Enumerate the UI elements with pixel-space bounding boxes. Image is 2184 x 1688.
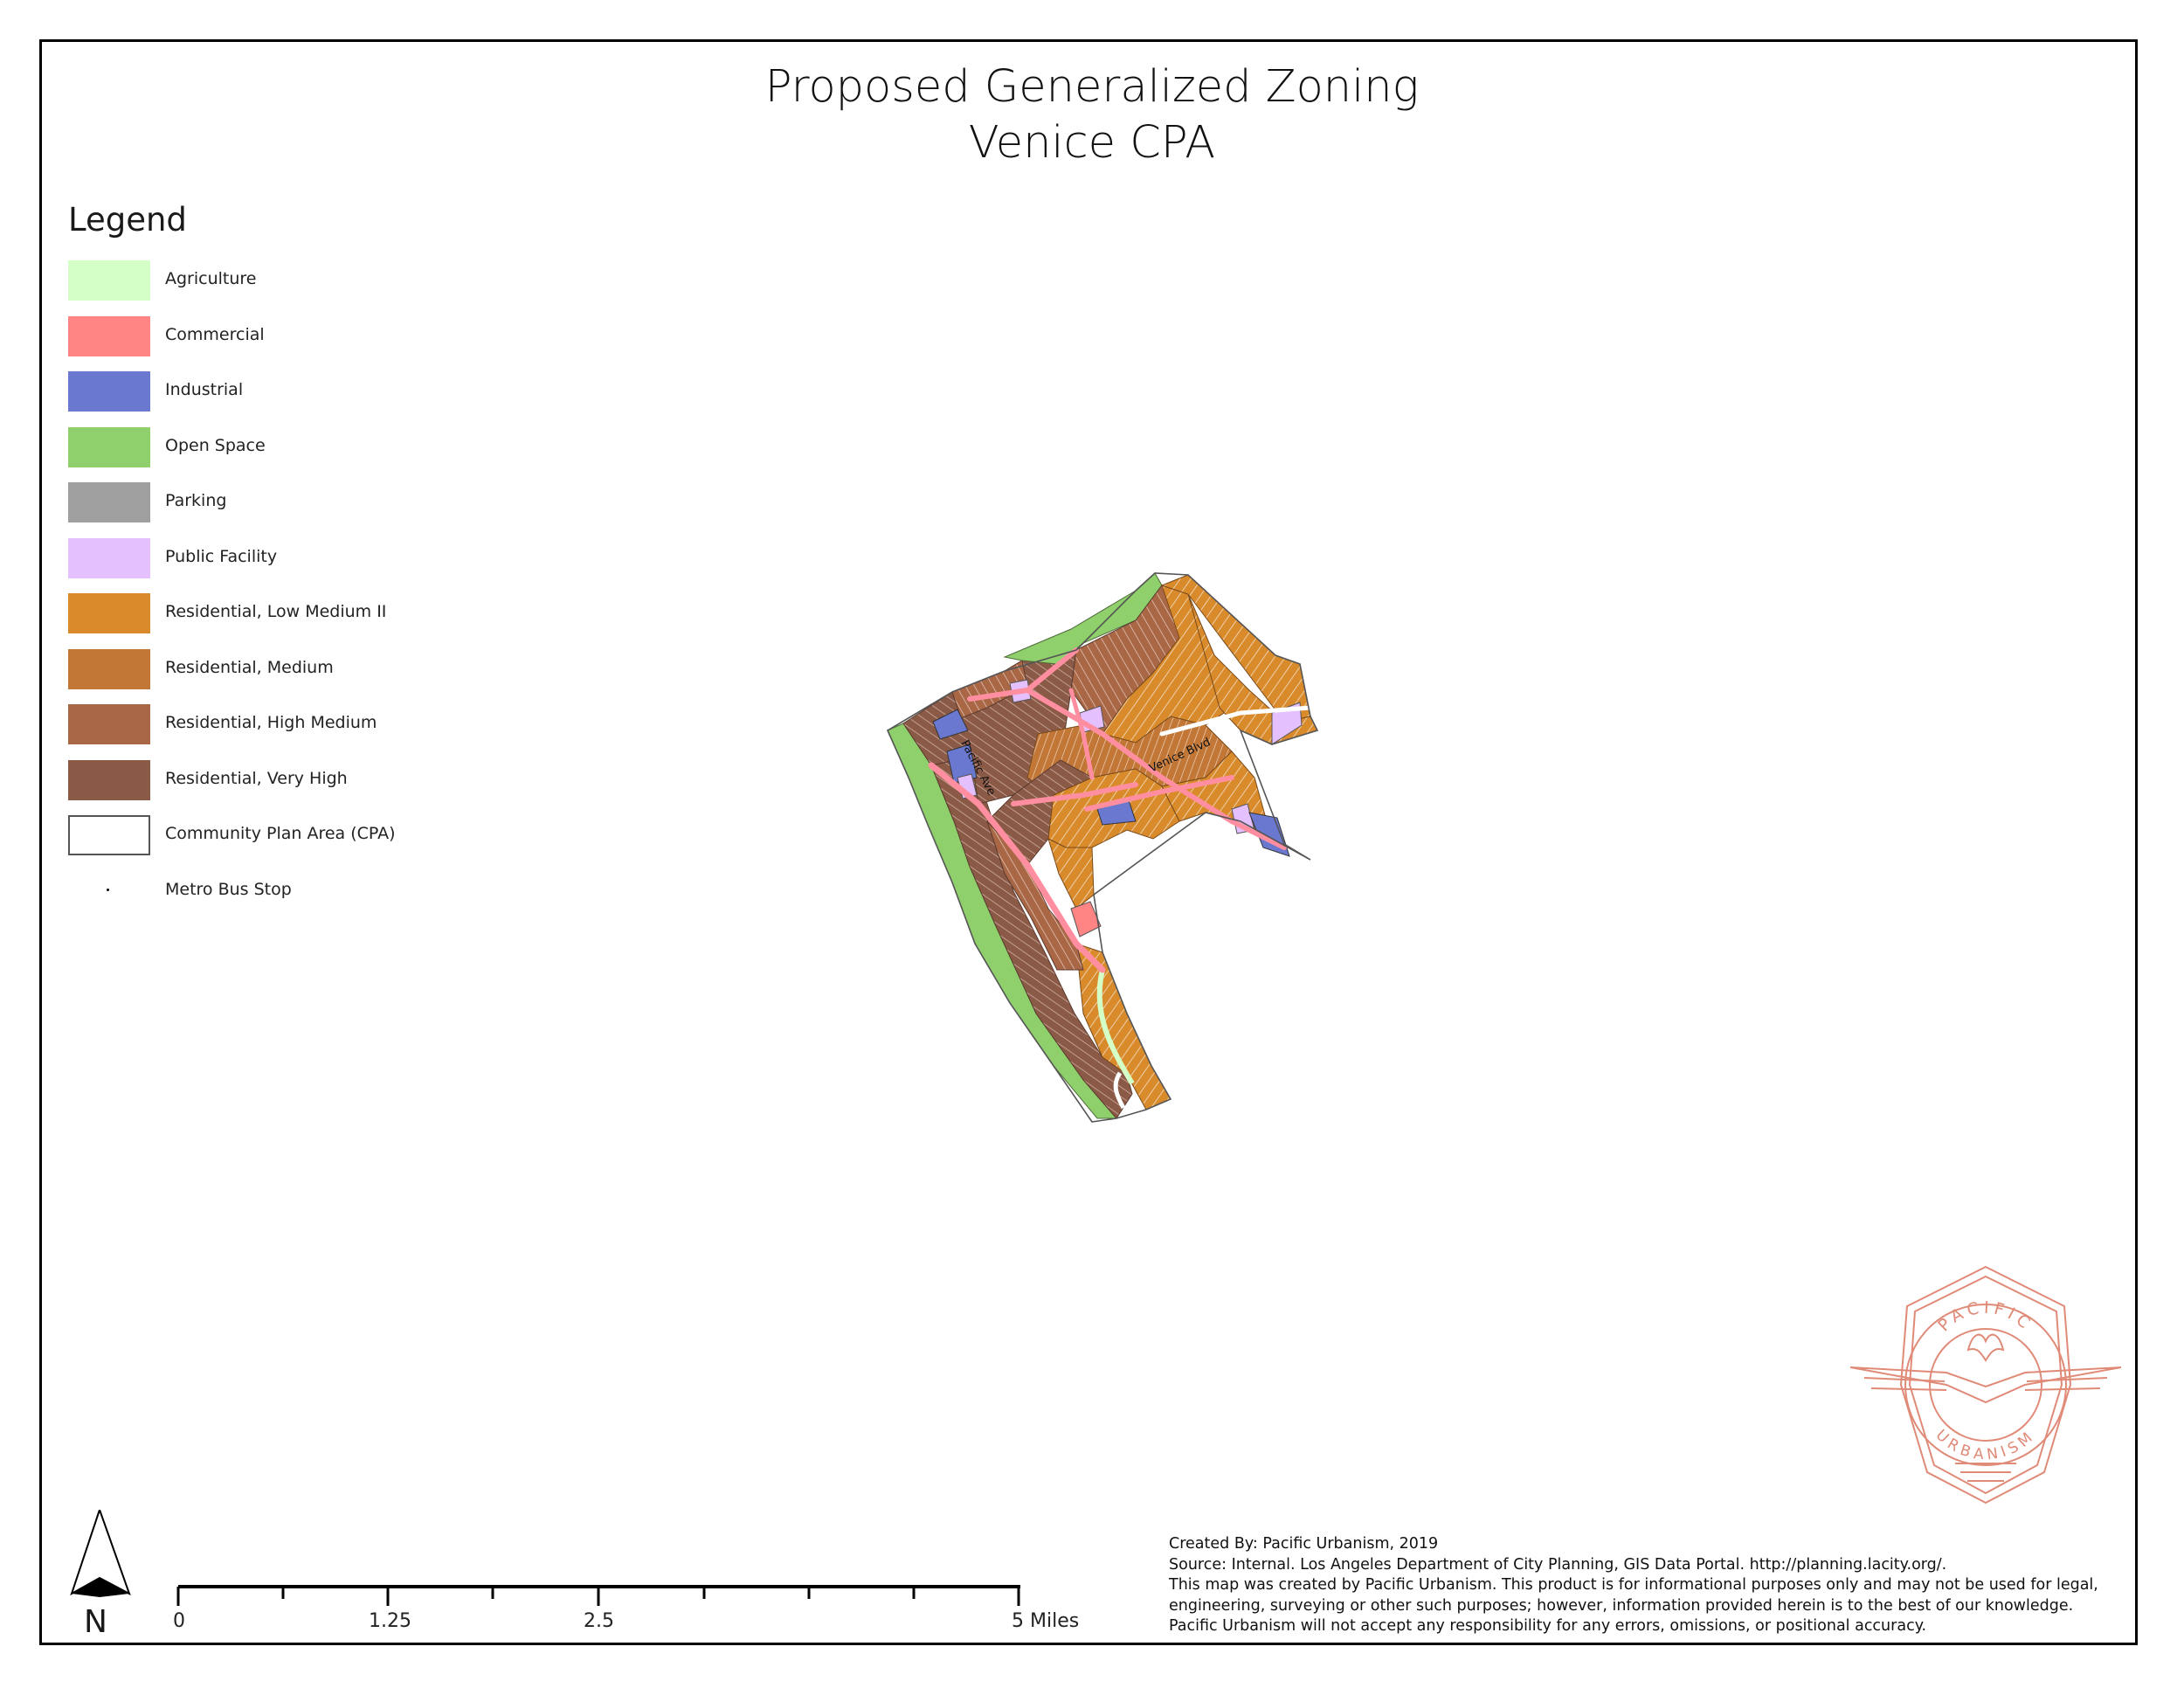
scale-bar [176, 1585, 1020, 1606]
legend-item: Public Facility [68, 537, 505, 578]
logo-top-text: PACIFIC [1934, 1298, 2032, 1336]
map-frame [39, 39, 2138, 1645]
legend-item: Metro Bus Stop [68, 871, 505, 911]
legend-item: Industrial [68, 371, 505, 412]
legend-swatch [68, 371, 150, 412]
credits-line: Created By: Pacific Urbanism, 2019 [1169, 1535, 1439, 1553]
legend-swatch [68, 815, 150, 855]
legend-item: Open Space [68, 426, 505, 467]
legend-item: Residential, Low Medium II [68, 593, 505, 633]
scale-label-1: 1.25 [369, 1610, 411, 1632]
legend-title: Legend [68, 201, 187, 239]
legend-label: Residential, Medium [165, 657, 334, 677]
svg-text:PACIFIC: PACIFIC [1934, 1298, 2036, 1336]
credits-line: This map was created by Pacific Urbanism… [1169, 1576, 2098, 1594]
legend-label: Residential, Low Medium II [165, 602, 387, 621]
north-label: N [84, 1604, 107, 1640]
pacific-urbanism-logo: PACIFIC URBANISM [1850, 1265, 2121, 1505]
legend-swatch [68, 426, 150, 467]
legend-swatch [68, 593, 150, 633]
legend-label: Agriculture [165, 269, 257, 288]
credits-line: Source: Internal. Los Angeles Department… [1169, 1555, 1947, 1574]
legend-label: Parking [165, 491, 227, 510]
legend-swatch [68, 648, 150, 689]
credits-line: Pacific Urbanism will not accept any res… [1169, 1617, 1927, 1635]
commercial-corridors [928, 647, 1313, 973]
legend-item: Residential, Medium [68, 648, 505, 689]
legend-swatch [68, 871, 150, 911]
legend-item: Parking [68, 482, 505, 522]
north-arrow-icon [70, 1510, 131, 1597]
legend-item: Residential, Very High [68, 759, 505, 800]
legend-item: Residential, High Medium [68, 704, 505, 744]
legend-label: Commercial [165, 324, 265, 344]
legend-label: Residential, Very High [165, 768, 348, 788]
legend-swatch [68, 704, 150, 744]
legend-item: Community Plan Area (CPA) [68, 815, 505, 855]
legend-label: Open Space [165, 435, 266, 455]
cpa-boundary [886, 572, 1319, 1123]
svg-text:URBANISM: URBANISM [1932, 1427, 2040, 1464]
scale-label-0: 0 [173, 1610, 185, 1632]
legend-swatch [68, 260, 150, 301]
legend-label: Community Plan Area (CPA) [165, 824, 396, 843]
legend-item: Commercial [68, 315, 505, 356]
legend-label: Metro Bus Stop [165, 879, 292, 899]
legend-swatch [68, 482, 150, 522]
scale-label-3: 5 Miles [1012, 1610, 1080, 1632]
legend-label: Public Facility [165, 546, 278, 566]
credits-line: engineering, surveying or other such pur… [1169, 1596, 2074, 1615]
legend-swatch [68, 537, 150, 578]
legend-label: Industrial [165, 380, 244, 399]
logo-bottom-text: URBANISM [1932, 1427, 2035, 1464]
scale-label-2: 2.5 [584, 1610, 614, 1632]
credits: Created By: Pacific Urbanism, 2019 Sourc… [1169, 1534, 2098, 1637]
legend-label: Residential, High Medium [165, 713, 377, 732]
legend-item: Agriculture [68, 260, 505, 301]
legend-swatch [68, 315, 150, 356]
zoning-map: Pacific Ave Venice Blvd [886, 572, 1319, 1123]
map-title: Proposed Generalized Zoning [764, 61, 1420, 113]
legend-swatch [68, 759, 150, 800]
map-subtitle: Venice CPA [968, 117, 1216, 169]
